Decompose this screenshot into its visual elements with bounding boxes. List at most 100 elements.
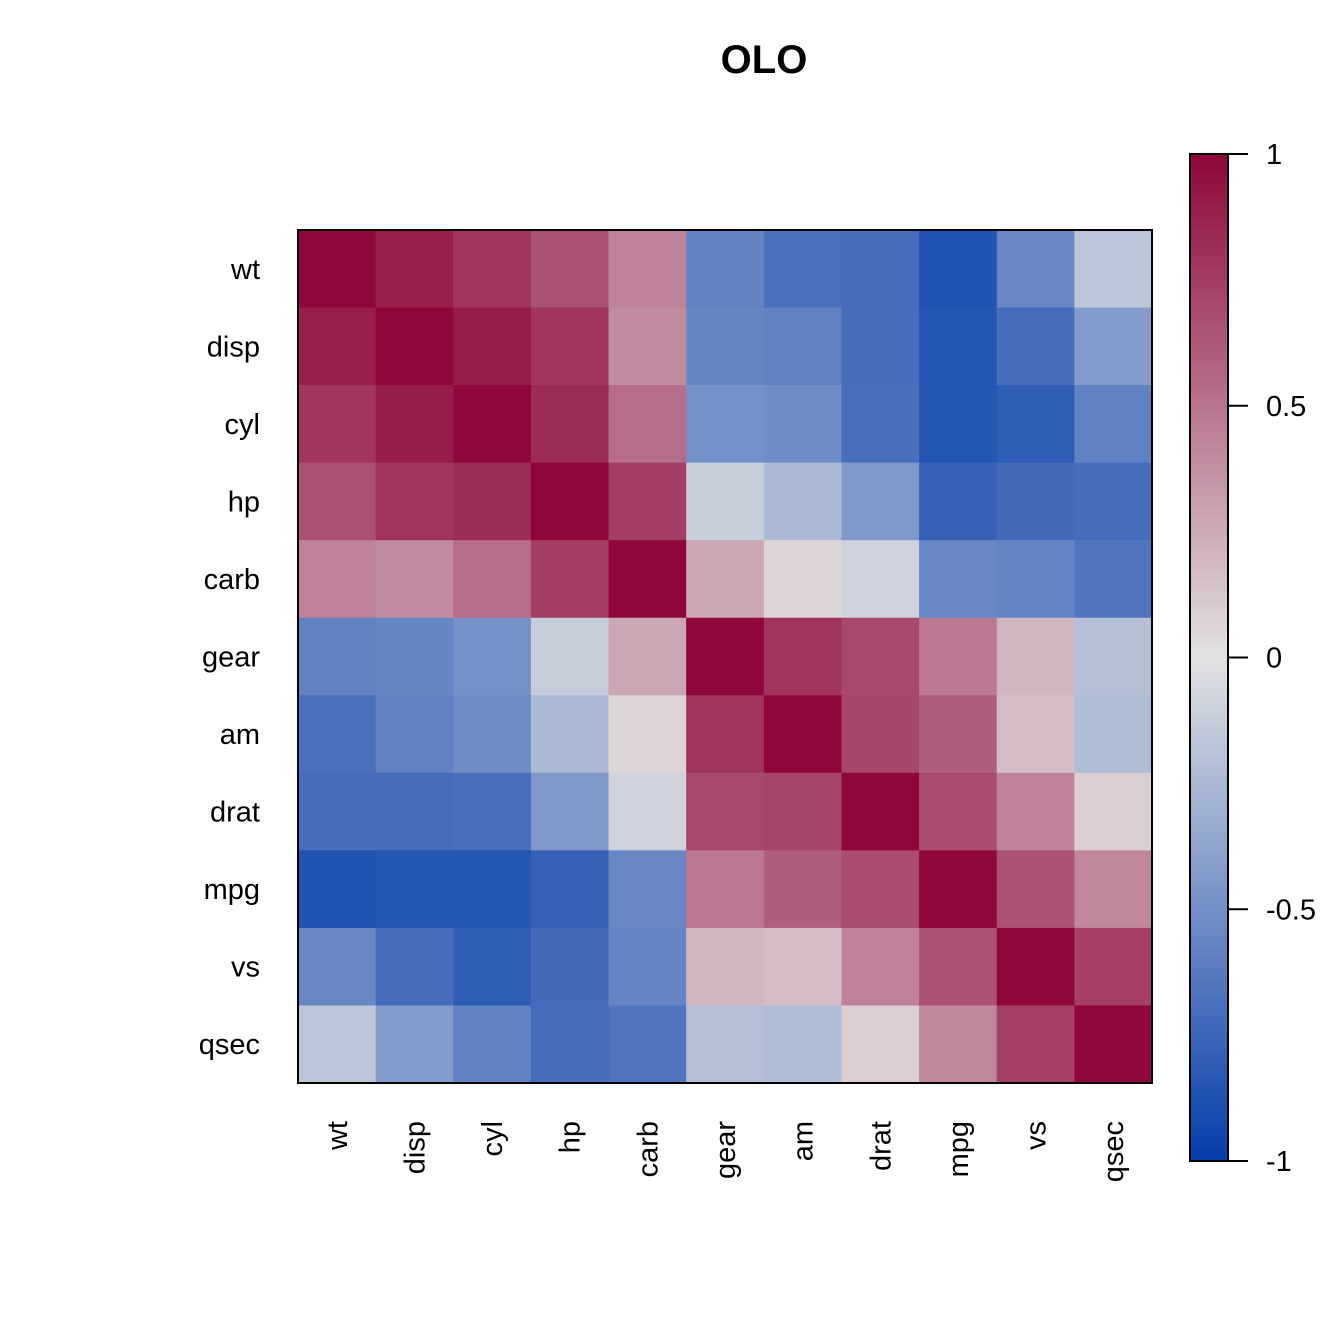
heatmap-cell-carb-carb — [608, 540, 687, 619]
row-label-wt: wt — [230, 254, 260, 286]
heatmap-cell-qsec-drat — [841, 1005, 920, 1084]
heatmap-cell-mpg-cyl — [453, 850, 532, 929]
column-label-mpg: mpg — [943, 1121, 975, 1177]
heatmap-cell-drat-wt — [298, 772, 377, 851]
heatmap-cell-disp-wt — [298, 307, 377, 386]
heatmap-cell-am-vs — [996, 695, 1075, 774]
heatmap-cell-am-carb — [608, 695, 687, 774]
heatmap-cell-drat-qsec — [1074, 772, 1153, 851]
color-scale-tick-label: 0 — [1266, 643, 1282, 675]
heatmap-cell-carb-mpg — [919, 540, 998, 619]
heatmap-cell-wt-wt — [298, 230, 377, 309]
color-scale-bar — [1189, 153, 1229, 1162]
column-label-disp: disp — [399, 1121, 431, 1174]
heatmap-cell-gear-vs — [996, 617, 1075, 696]
row-label-gear: gear — [202, 642, 260, 674]
heatmap-cell-hp-qsec — [1074, 462, 1153, 541]
heatmap-cell-gear-cyl — [453, 617, 532, 696]
heatmap-cell-mpg-drat — [841, 850, 920, 929]
heatmap-cell-gear-mpg — [919, 617, 998, 696]
heatmap-cell-am-hp — [530, 695, 610, 774]
heatmap-cell-qsec-gear — [686, 1005, 765, 1084]
heatmap-cell-wt-qsec — [1074, 230, 1153, 309]
heatmap-cell-carb-drat — [841, 540, 920, 619]
heatmap-cell-vs-carb — [608, 927, 687, 1007]
heatmap-cell-gear-am — [763, 617, 843, 696]
heatmap-cell-mpg-hp — [530, 850, 610, 929]
color-scale-tick-label: -1 — [1266, 1146, 1292, 1178]
heatmap-cell-wt-cyl — [453, 230, 532, 309]
row-label-hp: hp — [228, 486, 260, 518]
heatmap-cell-am-disp — [375, 695, 454, 774]
heatmap-cell-gear-wt — [298, 617, 377, 696]
x-axis-labels: wt disp cyl hp carb gear am drat mpg vs qsec — [322, 1121, 1130, 1183]
heatmap-cell-vs-cyl — [453, 927, 532, 1007]
row-label-drat: drat — [210, 797, 260, 829]
color-scale-tick-label: 0.5 — [1266, 391, 1306, 423]
heatmap-cell-drat-gear — [686, 772, 765, 851]
heatmap-cell-cyl-gear — [686, 385, 765, 464]
heatmap-cell-carb-disp — [375, 540, 454, 619]
column-label-vs: vs — [1021, 1121, 1053, 1150]
heatmap-cell-disp-qsec — [1074, 307, 1153, 386]
row-label-vs: vs — [231, 952, 260, 984]
heatmap-cell-disp-gear — [686, 307, 765, 386]
heatmap-cell-drat-drat — [841, 772, 920, 851]
heatmap-cell-disp-carb — [608, 307, 687, 386]
heatmap-cell-disp-cyl — [453, 307, 532, 386]
heatmap-cell-mpg-vs — [996, 850, 1075, 929]
heatmap-cell-cyl-cyl — [453, 385, 532, 464]
heatmap-cell-am-am — [763, 695, 843, 774]
heatmap-cell-wt-hp — [530, 230, 610, 309]
heatmap-cell-vs-mpg — [919, 927, 998, 1007]
heatmap-cells — [298, 230, 1153, 1084]
column-label-gear: gear — [710, 1121, 742, 1179]
heatmap-cell-cyl-vs — [996, 385, 1075, 464]
heatmap-cell-disp-drat — [841, 307, 920, 386]
heatmap-cell-cyl-disp — [375, 385, 454, 464]
heatmap-cell-hp-gear — [686, 462, 765, 541]
heatmap-cell-hp-vs — [996, 462, 1075, 541]
row-label-am: am — [220, 719, 260, 751]
heatmap-cell-disp-disp — [375, 307, 454, 386]
heatmap-cell-mpg-wt — [298, 850, 377, 929]
plot-border — [297, 229, 1153, 1084]
heatmap-cell-vs-disp — [375, 927, 454, 1007]
heatmap-cell-wt-carb — [608, 230, 687, 309]
heatmap-cell-wt-disp — [375, 230, 454, 309]
heatmap-cell-drat-cyl — [453, 772, 532, 851]
heatmap-cell-drat-vs — [996, 772, 1075, 851]
heatmap-cell-wt-gear — [686, 230, 765, 309]
heatmap-cell-gear-gear — [686, 617, 765, 696]
heatmap-cell-hp-mpg — [919, 462, 998, 541]
heatmap-cell-am-mpg — [919, 695, 998, 774]
heatmap-cell-qsec-disp — [375, 1005, 454, 1084]
heatmap-cell-vs-wt — [298, 927, 377, 1007]
column-label-hp: hp — [555, 1121, 587, 1153]
heatmap-cell-wt-mpg — [919, 230, 998, 309]
heatmap-cell-cyl-wt — [298, 385, 377, 464]
row-label-qsec: qsec — [199, 1029, 260, 1061]
heatmap-cell-qsec-cyl — [453, 1005, 532, 1084]
heatmap-cell-cyl-am — [763, 385, 843, 464]
heatmap-cell-am-drat — [841, 695, 920, 774]
heatmap-cell-mpg-gear — [686, 850, 765, 929]
heatmap-cell-qsec-hp — [530, 1005, 610, 1084]
heatmap-cell-hp-disp — [375, 462, 454, 541]
heatmap-cell-vs-am — [763, 927, 843, 1007]
heatmap-cell-carb-wt — [298, 540, 377, 619]
heatmap-cell-drat-hp — [530, 772, 610, 851]
row-label-mpg: mpg — [204, 874, 260, 906]
heatmap-cell-cyl-carb — [608, 385, 687, 464]
heatmap-cell-disp-vs — [996, 307, 1075, 386]
heatmap-cell-hp-carb — [608, 462, 687, 541]
column-label-wt: wt — [322, 1121, 354, 1151]
heatmap-cell-vs-vs — [996, 927, 1075, 1007]
heatmap-cell-hp-am — [763, 462, 843, 541]
heatmap-cell-vs-gear — [686, 927, 765, 1007]
column-label-am: am — [788, 1121, 820, 1161]
heatmap-cell-disp-am — [763, 307, 843, 386]
heatmap-cell-hp-cyl — [453, 462, 532, 541]
column-label-carb: carb — [632, 1121, 664, 1177]
heatmap-cell-mpg-am — [763, 850, 843, 929]
